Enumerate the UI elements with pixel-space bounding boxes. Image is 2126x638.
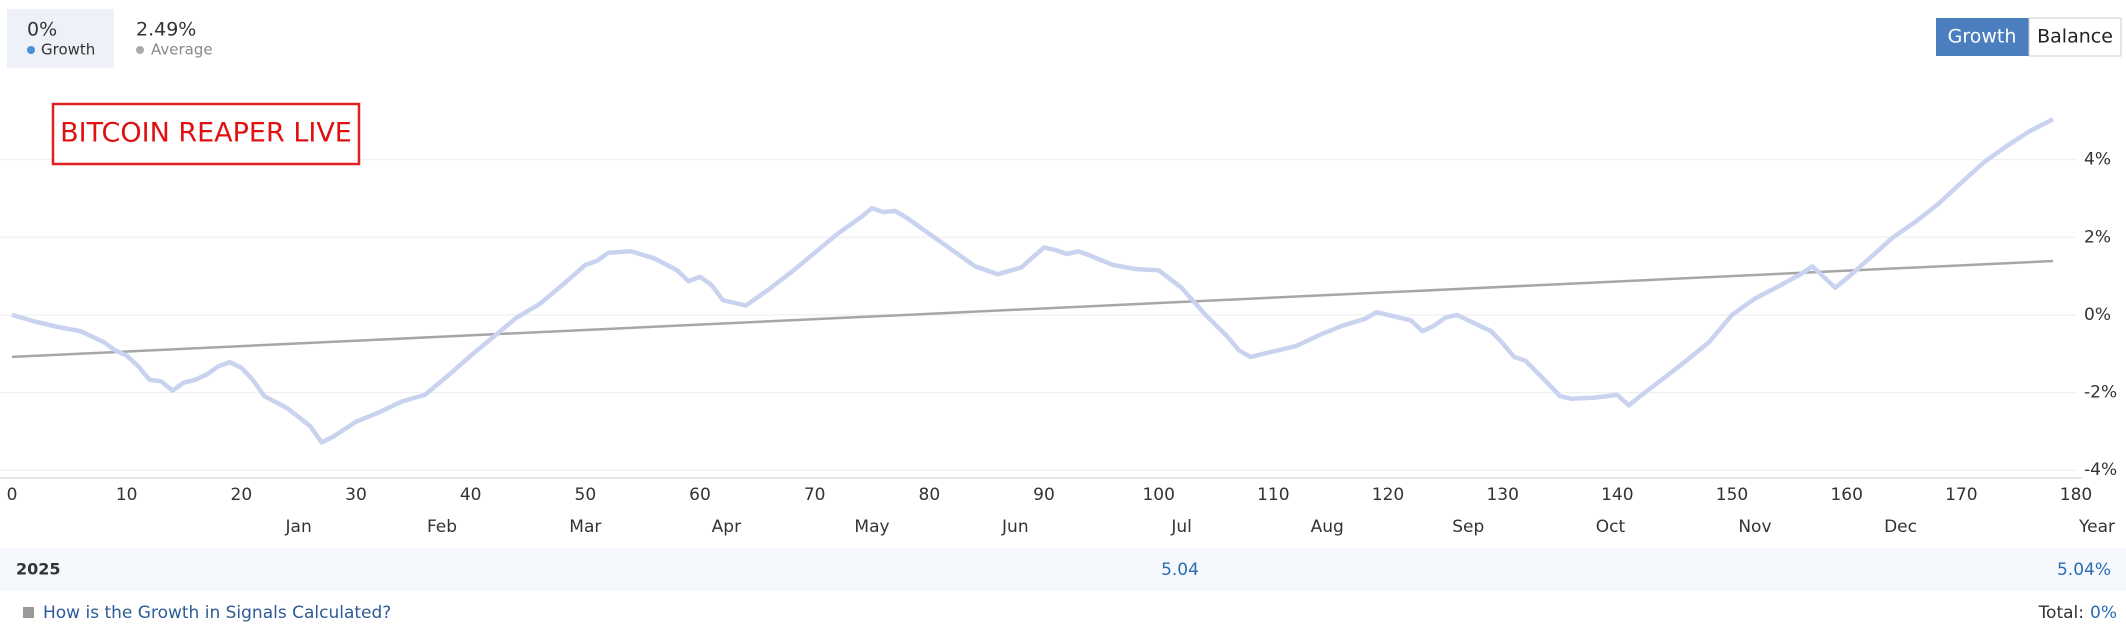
x-tick-label: 150 [1716, 485, 1748, 505]
x-tick-label: 120 [1372, 485, 1404, 505]
tab-label[interactable]: Growth [1948, 26, 2017, 48]
x-tick-label: 20 [231, 485, 253, 505]
legend-label: Growth [41, 41, 95, 59]
x-tick-label: 60 [689, 485, 711, 505]
year-cell: 2025 [16, 560, 61, 579]
y-tick-label: 0% [2084, 305, 2111, 325]
legend-label: Average [151, 41, 213, 59]
x-tick-label: 10 [116, 485, 138, 505]
stat-box [7, 9, 114, 68]
x-tick-label: 160 [1830, 485, 1862, 505]
tab-label[interactable]: Balance [2037, 26, 2113, 48]
total-label: Total: [2038, 603, 2084, 623]
month-label: Dec [1884, 517, 1917, 537]
help-link[interactable]: How is the Growth in Signals Calculated? [43, 603, 391, 623]
stat-value: 2.49% [136, 19, 196, 41]
month-label: Nov [1738, 517, 1771, 537]
value-cell: 5.04 [1161, 560, 1199, 580]
y-tick-label: -2% [2084, 383, 2117, 403]
info-icon [23, 607, 34, 618]
month-label: Feb [427, 517, 457, 537]
y-tick-label: 4% [2084, 150, 2111, 170]
x-tick-label: 130 [1486, 485, 1518, 505]
x-tick-label: 30 [345, 485, 367, 505]
month-label: Jun [1001, 517, 1029, 537]
x-tick-label: 180 [2060, 485, 2092, 505]
month-label: Jan [285, 517, 312, 537]
y-tick-label: -4% [2084, 460, 2117, 480]
trend-line [11, 259, 2054, 359]
month-label: Oct [1596, 517, 1626, 537]
month-label: May [854, 517, 889, 537]
month-label: Apr [712, 517, 741, 537]
tab-button[interactable] [2028, 17, 2122, 57]
x-tick-label: 170 [1945, 485, 1977, 505]
month-label: Mar [569, 517, 601, 537]
month-axis-label: Year [2078, 517, 2115, 537]
x-tick-label: 70 [804, 485, 826, 505]
x-tick-label: 80 [919, 485, 941, 505]
stat-value: 0% [27, 19, 57, 41]
month-label: Jul [1170, 517, 1192, 537]
x-tick-label: 50 [575, 485, 597, 505]
growth-line [11, 117, 2055, 445]
annotation-box [51, 102, 361, 166]
x-tick-label: 110 [1257, 485, 1289, 505]
y-tick-label: 2% [2084, 227, 2111, 247]
table-row [0, 548, 2126, 591]
annotation: BITCOIN REAPER LIVE [60, 118, 352, 149]
month-label: Aug [1311, 517, 1344, 537]
month-label: Sep [1452, 517, 1484, 537]
legend-dot [27, 46, 35, 54]
x-tick-label: 140 [1601, 485, 1633, 505]
total-cell: 5.04% [2057, 560, 2111, 580]
x-tick-label: 100 [1142, 485, 1174, 505]
tab-button[interactable] [1936, 18, 2029, 56]
legend-dot [136, 46, 144, 54]
x-tick-label: 0 [7, 485, 18, 505]
total-value: 0% [2090, 603, 2117, 623]
x-tick-label: 90 [1033, 485, 1055, 505]
x-tick-label: 40 [460, 485, 482, 505]
